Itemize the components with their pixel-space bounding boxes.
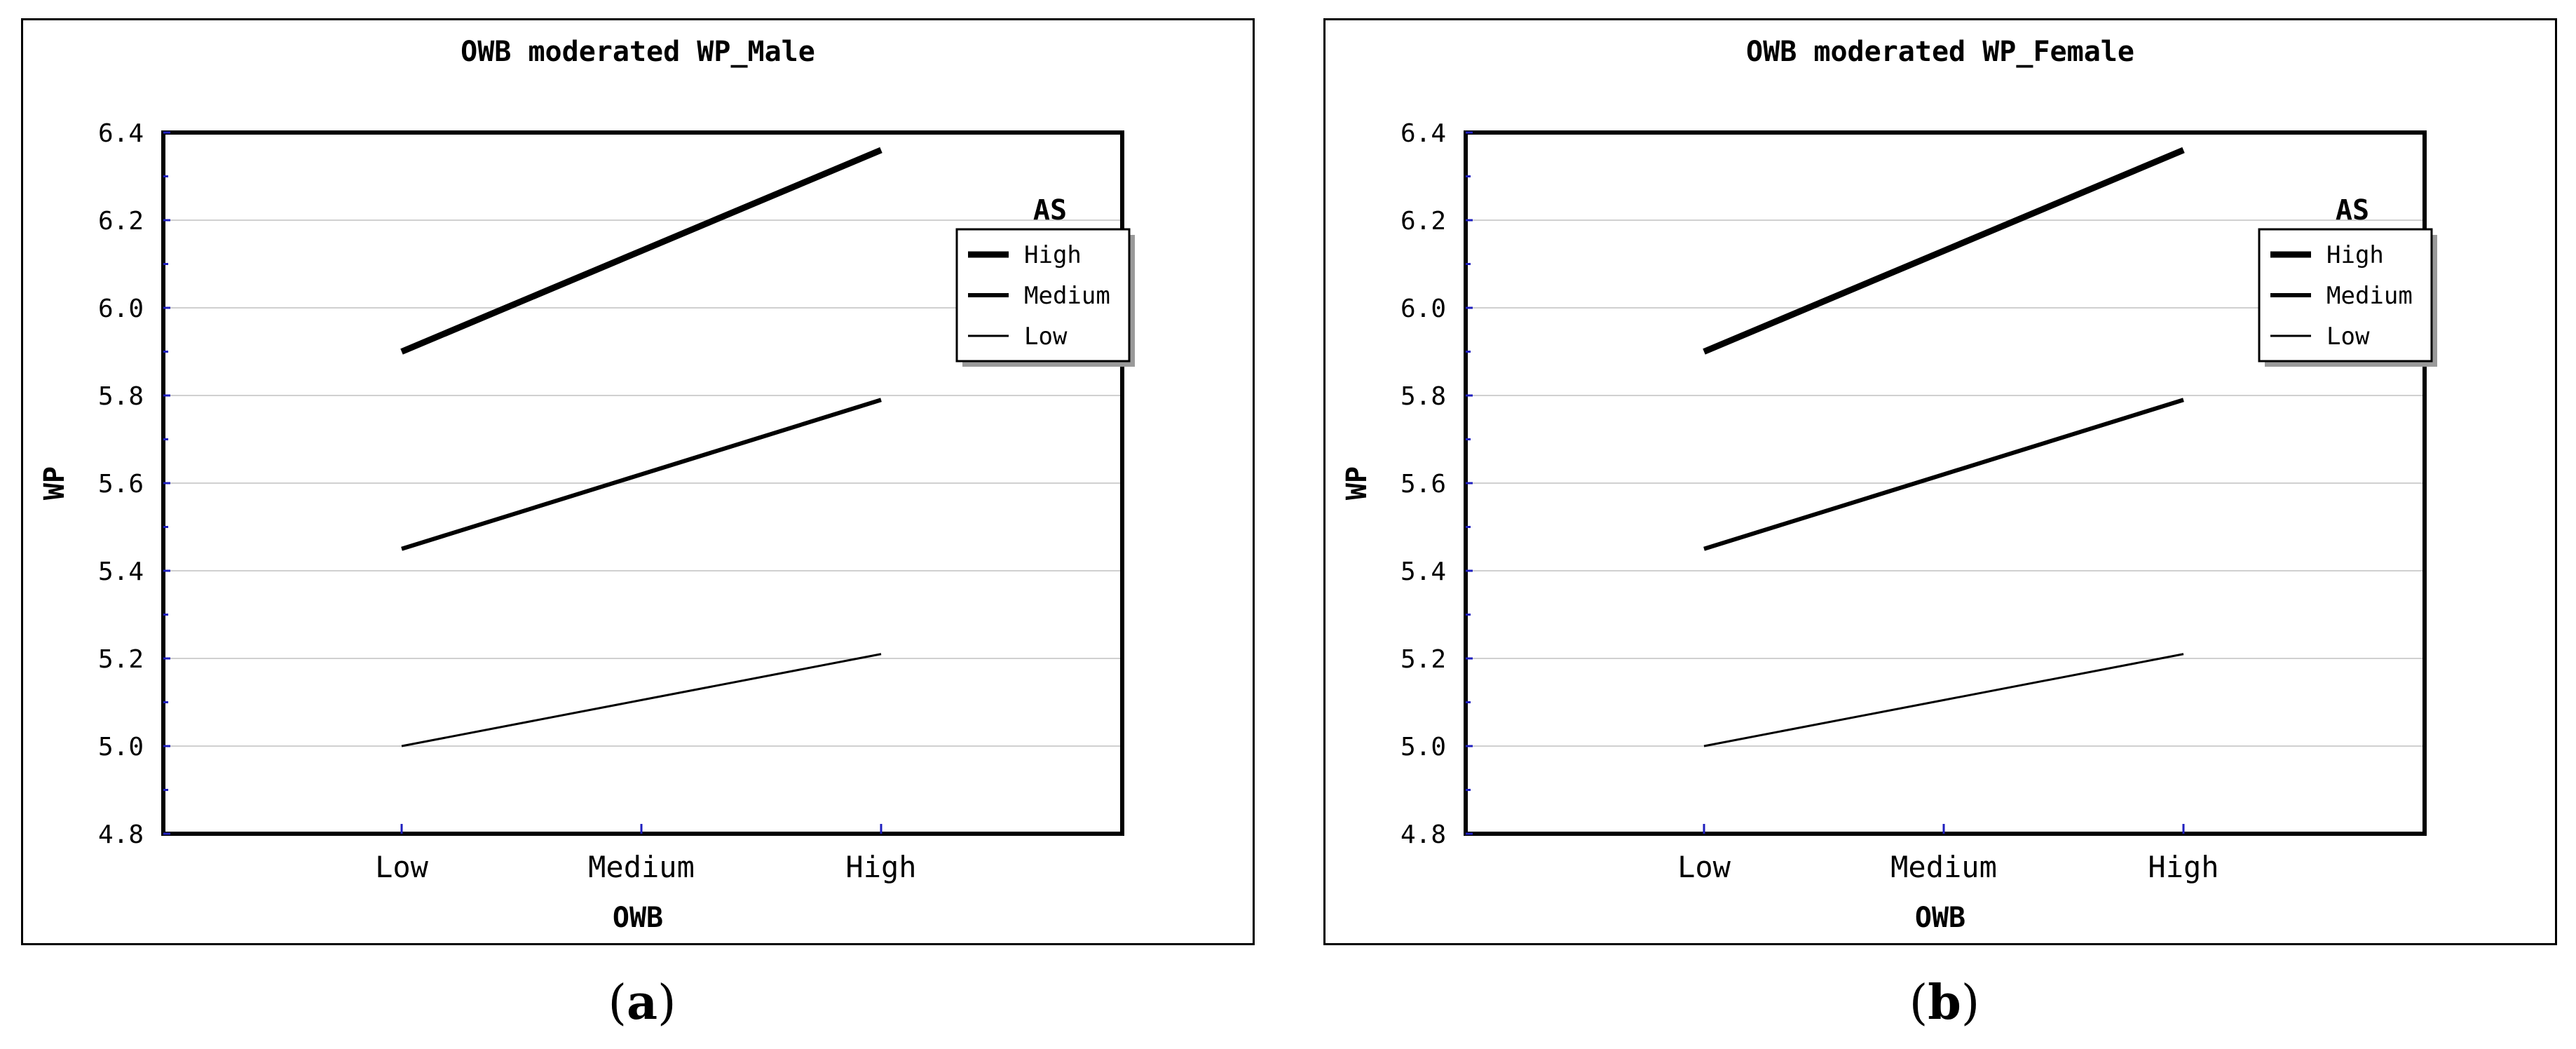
- series-line-medium: [1703, 398, 2184, 551]
- y-tick-label: 5.4: [1401, 557, 1446, 586]
- x-axis-label: OWB: [1915, 902, 1965, 934]
- legend-label-low: Low: [1024, 323, 1068, 351]
- series-line-medium: [401, 398, 882, 551]
- y-tick-label: 5.0: [1401, 733, 1446, 762]
- legend-label-low: Low: [2326, 323, 2370, 351]
- series-line-high: [400, 147, 882, 355]
- caption-a: (a): [608, 975, 676, 1031]
- series-line-high: [1703, 147, 2185, 355]
- y-tick-label: 5.2: [1401, 645, 1446, 674]
- legend-label-medium: Medium: [2326, 282, 2413, 310]
- y-tick-label: 6.0: [98, 295, 144, 323]
- x-tick-label: Low: [375, 850, 429, 884]
- x-tick-label: Low: [1677, 850, 1731, 884]
- x-tick-label: High: [2148, 850, 2219, 884]
- chart-panel-a: OWB moderated WP_Male 4.8 5.0 5.2 5.4 5.6 5.8 6…: [21, 18, 1255, 945]
- chart-panel-b: OWB moderated WP_Female 4.8 5.0 5.2 5.4 5.6 5.…: [1323, 18, 2557, 945]
- x-tick-label: High: [845, 850, 916, 884]
- y-tick-label: 6.0: [1401, 295, 1446, 323]
- y-axis-label: WP: [39, 466, 71, 500]
- y-tick-label: 4.8: [1401, 820, 1446, 849]
- y-tick-label: 6.4: [1401, 119, 1446, 148]
- x-tick-label: Medium: [1890, 850, 1997, 884]
- chart-title: OWB moderated WP_Female: [1746, 36, 2134, 68]
- chart-title: OWB moderated WP_Male: [461, 36, 815, 68]
- y-tick-label: 5.2: [98, 645, 144, 674]
- chart-svg-b: OWB moderated WP_Female 4.8 5.0 5.2 5.4 5.6 5.…: [1341, 36, 2437, 934]
- x-axis-label: OWB: [613, 902, 663, 934]
- y-tick-label: 4.8: [98, 820, 144, 849]
- series-line-low: [1703, 653, 2184, 747]
- chart-svg-a: OWB moderated WP_Male 4.8 5.0 5.2 5.4 5.6 5.8 6…: [39, 36, 1135, 934]
- legend-label-high: High: [1024, 241, 1082, 269]
- y-tick-label: 6.2: [98, 207, 144, 236]
- y-axis-label: WP: [1341, 466, 1373, 500]
- legend-label-medium: Medium: [1024, 282, 1110, 310]
- legend-title: AS: [1033, 194, 1067, 226]
- y-tick-label: 5.0: [98, 733, 144, 762]
- y-tick-label: 5.6: [1401, 470, 1446, 499]
- y-tick-label: 5.6: [98, 470, 144, 499]
- y-tick-label: 6.2: [1401, 207, 1446, 236]
- y-tick-label: 5.8: [1401, 382, 1446, 411]
- legend-label-high: High: [2326, 241, 2384, 269]
- x-tick-label: Medium: [588, 850, 695, 884]
- caption-b: (b): [1909, 975, 1980, 1031]
- legend-title: AS: [2336, 194, 2369, 226]
- y-tick-label: 5.4: [98, 557, 144, 586]
- series-line-low: [401, 653, 882, 747]
- y-tick-label: 5.8: [98, 382, 144, 411]
- y-tick-label: 6.4: [98, 119, 144, 148]
